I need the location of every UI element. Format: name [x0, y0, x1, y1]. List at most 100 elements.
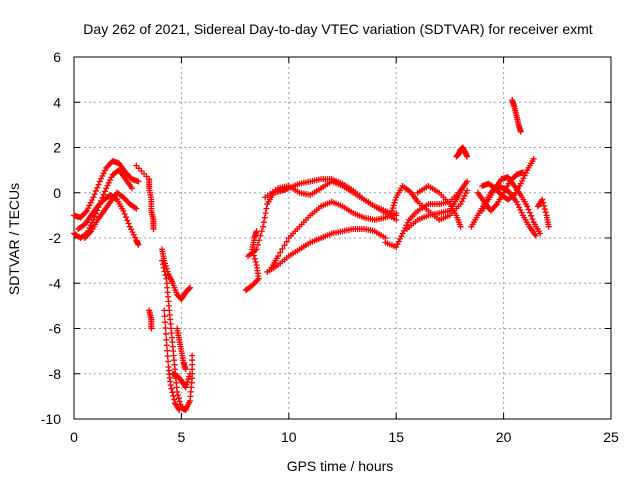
- data-point-arc-h: [161, 268, 168, 275]
- data-point-arc-q: [464, 178, 471, 185]
- data-point-arc-x: [537, 230, 544, 237]
- data-point-arc-o: [275, 253, 282, 260]
- data-point-arc-o: [283, 238, 290, 245]
- data-point-arc-x: [529, 215, 536, 222]
- data-point-arc-k: [182, 366, 189, 373]
- y-tick-label: -4: [49, 275, 62, 291]
- data-point-arc-b: [105, 179, 112, 186]
- x-tick-label: 10: [281, 429, 297, 445]
- data-point-arc-r: [462, 190, 469, 197]
- data-point-arc-d: [132, 204, 139, 211]
- data-point-arc-aa: [539, 196, 546, 203]
- data-point-arc-v: [521, 172, 528, 179]
- data-point-arc-y: [518, 209, 525, 216]
- data-point-arc-l: [251, 255, 258, 262]
- data-point-arc-x: [528, 212, 535, 219]
- data-point-arc-b: [128, 185, 135, 192]
- data-point-arc-o: [393, 210, 400, 217]
- data-point-arc-i: [165, 358, 172, 365]
- data-point-arc-g: [186, 285, 193, 292]
- data-point-arc-aa: [541, 206, 548, 213]
- data-point-arc-a: [89, 196, 96, 203]
- data-point-arc-j: [185, 376, 192, 383]
- data-point-arc-q: [393, 244, 400, 251]
- data-point-arc-c: [132, 234, 139, 241]
- data-point-arc-i: [161, 313, 168, 320]
- data-point-arc-i: [170, 392, 177, 399]
- data-point-arc-y: [516, 204, 523, 211]
- data-point-arc-c: [130, 231, 137, 238]
- y-tick-labels: -10 -8 -6 -4 -2 0 2 4 6: [41, 49, 61, 427]
- data-point-arc-h: [176, 398, 183, 405]
- data-point-arc-a: [86, 202, 93, 209]
- data-point-arc-i: [169, 389, 176, 396]
- data-point-arc-c: [121, 211, 128, 218]
- y-tick-label: 6: [53, 49, 61, 65]
- data-point-arc-x: [526, 209, 533, 216]
- y-tick-label: -8: [49, 366, 62, 382]
- data-point-arc-j: [186, 373, 193, 380]
- data-point-arc-q: [404, 219, 411, 226]
- data-point-arc-a: [96, 178, 103, 185]
- data-point-arc-c: [122, 214, 129, 221]
- data-point-arc-g: [186, 284, 193, 291]
- data-point-arc-m: [253, 246, 260, 253]
- data-point-arc-i: [167, 382, 174, 389]
- data-point-arc-v: [517, 180, 524, 187]
- data-point-arc-m: [263, 205, 270, 212]
- data-point-arc-a: [99, 173, 106, 180]
- data-point-arc-b: [87, 222, 94, 229]
- data-point-arc-x: [525, 206, 532, 213]
- data-point-arc-c: [126, 223, 133, 230]
- grid: [74, 57, 611, 419]
- data-point-arc-y: [532, 232, 539, 239]
- y-axis-label: SDTVAR / TECUs: [6, 183, 22, 295]
- x-axis-label: GPS time / hours: [287, 458, 394, 474]
- data-point-arc-b: [101, 188, 108, 195]
- data-point-arc-s: [457, 187, 464, 194]
- x-tick-label: 25: [603, 429, 619, 445]
- data-point-arc-i: [162, 330, 169, 337]
- data-point-arc-j: [183, 381, 190, 388]
- data-point-arc-h: [189, 352, 196, 359]
- data-point-arc-c: [124, 217, 131, 224]
- data-point-arc-r: [457, 201, 464, 208]
- data-point-arc-y: [514, 201, 521, 208]
- data-point-arc-h: [159, 257, 166, 264]
- y-tick-label: 2: [53, 140, 61, 156]
- data-point-arc-l: [253, 262, 260, 269]
- data-point-arc-m: [260, 219, 267, 226]
- x-tick-label: 20: [496, 429, 512, 445]
- y-tick-label: -2: [49, 230, 62, 246]
- data-point-arc-j: [182, 384, 189, 391]
- data-point-arc-a: [135, 178, 142, 185]
- data-point-arc-i: [164, 353, 171, 360]
- data-point-arc-v: [519, 177, 526, 184]
- data-point-arc-n: [393, 216, 400, 223]
- data-point-arc-h: [174, 392, 181, 399]
- data-point-arc-v: [520, 175, 527, 182]
- data-point-arc-a: [90, 194, 97, 201]
- data-point-arc-m: [256, 237, 263, 244]
- data-point-arc-o: [277, 249, 284, 256]
- data-point-arc-aa: [545, 223, 552, 230]
- data-point-arc-aa: [542, 209, 549, 216]
- chart-title: Day 262 of 2021, Sidereal Day-to-day VTE…: [83, 21, 592, 37]
- data-point-arc-h: [159, 261, 166, 268]
- data-point-arc-q: [398, 233, 405, 240]
- data-point-arc-r: [464, 187, 471, 194]
- data-point-arc-a: [101, 167, 108, 174]
- data-point-arc-c: [135, 241, 142, 248]
- data-point-arc-b: [107, 177, 114, 184]
- data-point-arc-r: [458, 198, 465, 205]
- data-point-arc-h: [160, 264, 167, 271]
- data-point-arc-b: [103, 185, 110, 192]
- data-point-arc-x: [524, 203, 531, 210]
- data-point-arc-m: [258, 228, 265, 235]
- data-point-arc-h: [175, 395, 182, 402]
- data-point-arc-u: [464, 153, 471, 160]
- y-tick-label: -6: [49, 321, 62, 337]
- data-point-arc-l: [253, 228, 260, 235]
- data-point-arc-i: [161, 307, 168, 314]
